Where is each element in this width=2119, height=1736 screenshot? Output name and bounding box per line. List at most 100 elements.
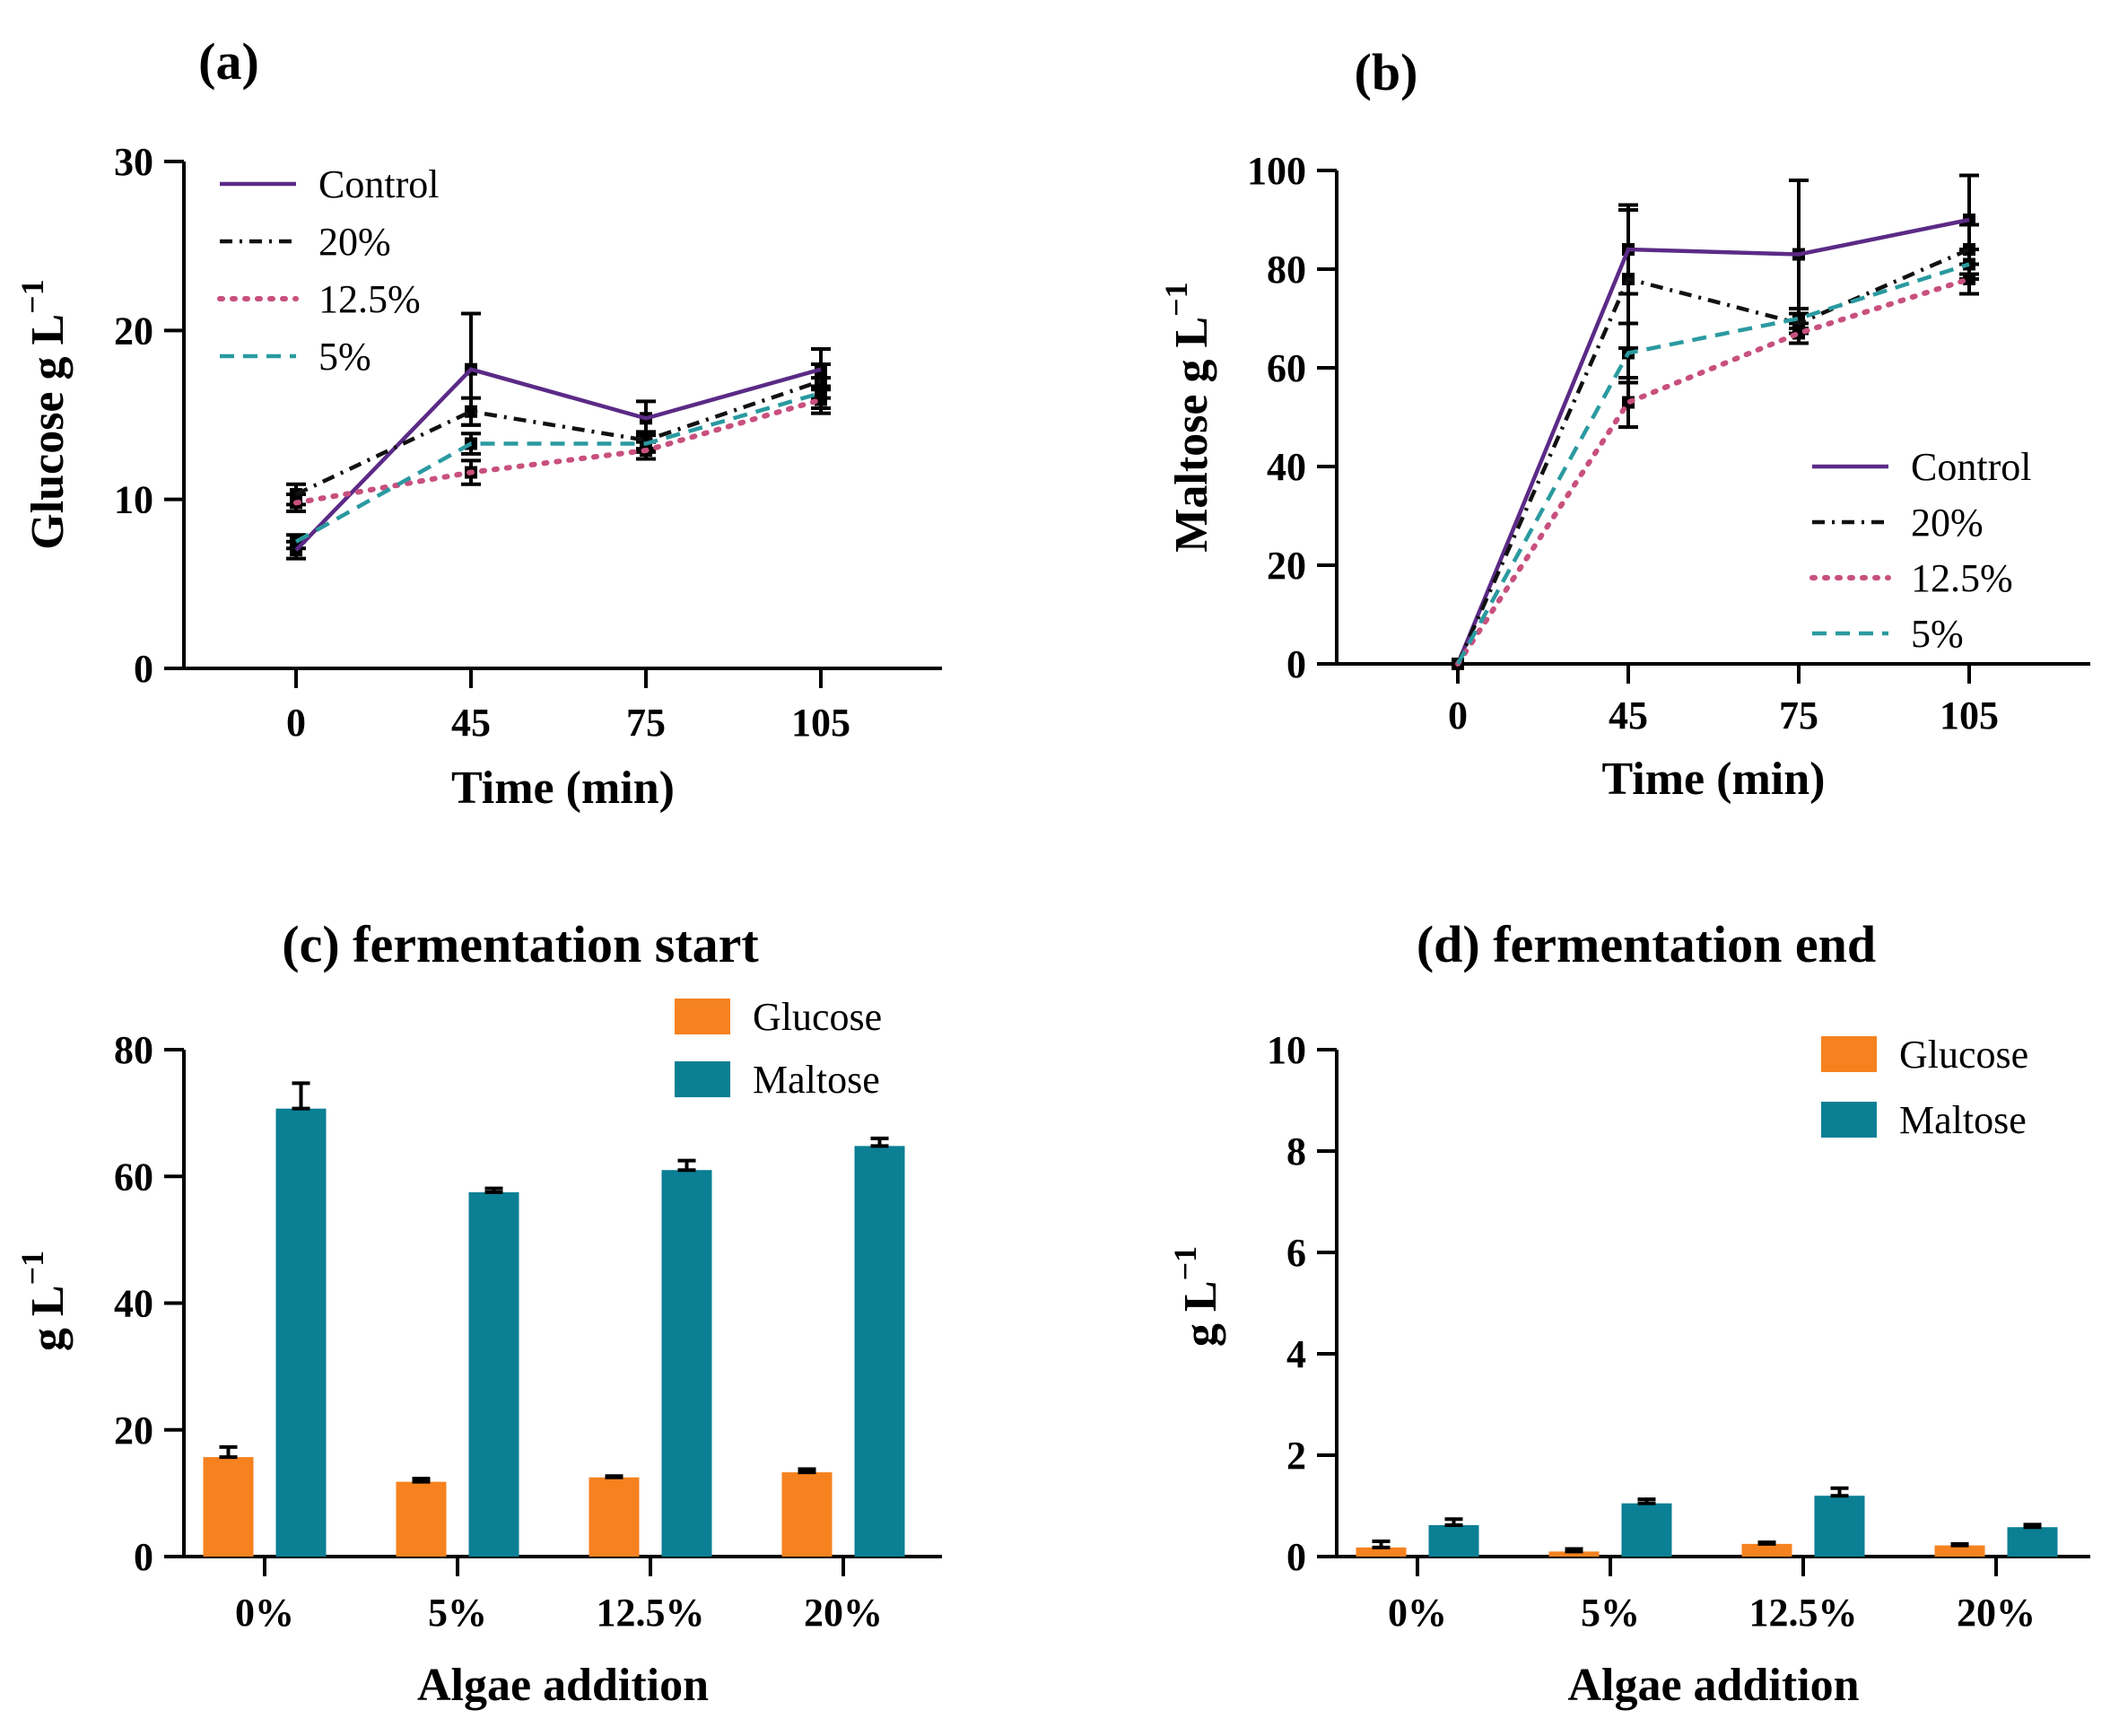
bar-maltose [275,1108,327,1557]
y-axis-title-superscript: −1 [14,279,50,314]
y-tick-label: 20 [114,309,153,353]
bar-maltose [1428,1524,1479,1557]
series-line-p20 [1455,247,1970,665]
y-tick-label: 0 [1286,1535,1306,1579]
panel-c-chart: 0 20 40 60 80 0% 5% 12.5% 20% Algae addition g L−1… [14,995,942,1711]
legend-label-p20: 20% [1911,501,1984,545]
y-axis-title-superscript: −1 [14,1251,50,1286]
y-axis-title: g L−1 [14,1251,74,1351]
bar-glucose [781,1472,833,1557]
legend-label-p12_5: 12.5% [318,277,421,321]
y-axis-title-base: g L [22,1285,74,1351]
bar-glucose [1934,1545,1985,1557]
y-tick-label: 60 [114,1155,153,1199]
y-tick-label: 60 [1267,346,1306,390]
x-tick-label: 0% [1388,1591,1447,1635]
legend-label-control: Control [1911,445,2031,489]
y-axis-title: g L−1 [1167,1246,1226,1347]
y-axis-title: Maltose g L−1 [1158,282,1217,552]
series-line-p12_5 [293,397,824,506]
bar-maltose [661,1170,712,1557]
y-tick-label: 6 [1286,1231,1306,1275]
x-axis-title: Algae addition [417,1660,709,1711]
x-tick-label: 0% [235,1591,294,1635]
bar-glucose [203,1457,254,1557]
x-tick-label: 20% [1957,1591,2036,1635]
legend-swatch-glucose [675,999,730,1034]
series-line-p5 [1456,262,1970,666]
bar-maltose [854,1146,905,1557]
y-tick-label: 0 [1286,642,1306,686]
panel-a-title: (a) [198,32,259,91]
legend-label-control: Control [318,162,439,206]
bar-glucose [396,1481,447,1557]
legend-label-maltose: Maltose [1899,1098,2027,1142]
legend-swatch-glucose [1821,1036,1877,1072]
legend-label-p5: 5% [1911,612,1964,656]
y-axis-title-base: g L [1175,1280,1226,1347]
x-axis-title: Algae addition [1567,1660,1859,1711]
x-tick-label: 5% [428,1591,487,1635]
y-tick-label: 8 [1286,1130,1306,1173]
bar-maltose [1621,1503,1672,1557]
y-tick-label: 4 [1286,1332,1306,1376]
y-tick-label: 100 [1247,149,1306,193]
bar-glucose [1548,1551,1600,1557]
bar-glucose [1356,1547,1407,1557]
x-tick-label: 12.5% [1749,1591,1858,1635]
legend-label-p20: 20% [318,220,391,264]
y-tick-label: 30 [114,140,153,184]
x-tick-label: 75 [1779,694,1818,737]
panel-b-title: (b) [1355,43,1418,101]
series-line-p20 [295,379,822,497]
y-tick-label: 0 [134,647,153,691]
x-tick-label: 105 [791,701,850,745]
series-line-control [1455,217,1970,665]
y-tick-label: 10 [1267,1028,1306,1072]
y-tick-label: 80 [114,1028,153,1072]
y-axis-title: Glucose g L−1 [14,279,74,549]
x-tick-label: 0 [1448,694,1468,737]
bar-glucose [589,1477,640,1557]
y-tick-label: 20 [1267,544,1306,588]
x-tick-label: 20% [804,1591,883,1635]
y-tick-label: 20 [114,1409,153,1452]
x-tick-label: 5% [1581,1591,1640,1635]
y-axis-title-base: Glucose g L [22,314,74,550]
y-tick-label: 2 [1286,1434,1306,1478]
y-tick-label: 0 [134,1535,153,1579]
bar-maltose [1814,1496,1865,1557]
panel-d-chart: 0 2 4 6 8 10 0% 5% 12.5% 20% Algae addition g L−1 Gl… [1167,1028,2090,1711]
series-line-control [294,367,822,552]
legend-label-glucose: Glucose [1899,1033,2028,1077]
bar-glucose [1741,1543,1792,1557]
series-line-p12_5 [1455,276,1972,667]
series-line-p5 [294,390,822,544]
bar-maltose [2007,1527,2058,1557]
y-axis-title-superscript: −1 [1158,282,1194,317]
y-tick-label: 80 [1267,248,1306,292]
x-tick-label: 0 [286,701,306,745]
y-axis-title-base: Maltose g L [1166,317,1217,553]
x-tick-label: 12.5% [597,1591,705,1635]
legend-label-p12_5: 12.5% [1911,556,2013,600]
legend-swatch-maltose [675,1061,730,1097]
marker-p5 [815,387,827,400]
panel-c-title: (c) fermentation start [282,915,759,973]
bar-maltose [468,1191,519,1557]
x-tick-label: 45 [451,701,491,745]
x-axis-title: Time (min) [451,763,675,814]
legend-label-p5: 5% [318,335,371,379]
y-axis-title-superscript: −1 [1167,1246,1203,1281]
legend-swatch-maltose [1821,1102,1877,1138]
y-tick-label: 40 [1267,445,1306,489]
x-tick-label: 75 [626,701,666,745]
legend-label-glucose: Glucose [753,995,882,1039]
panel-d-title: (d) fermentation end [1417,915,1876,973]
panel-b-chart: 0 20 40 60 80 100 0 45 75 105 Time (min) Maltose g … [1158,149,2090,805]
panel-a-chart: 0 10 20 30 0 45 75 105 Time (min) Glucose g L−1 Co… [14,140,942,814]
x-axis-title: Time (min) [1602,754,1826,805]
y-tick-label: 40 [114,1282,153,1326]
